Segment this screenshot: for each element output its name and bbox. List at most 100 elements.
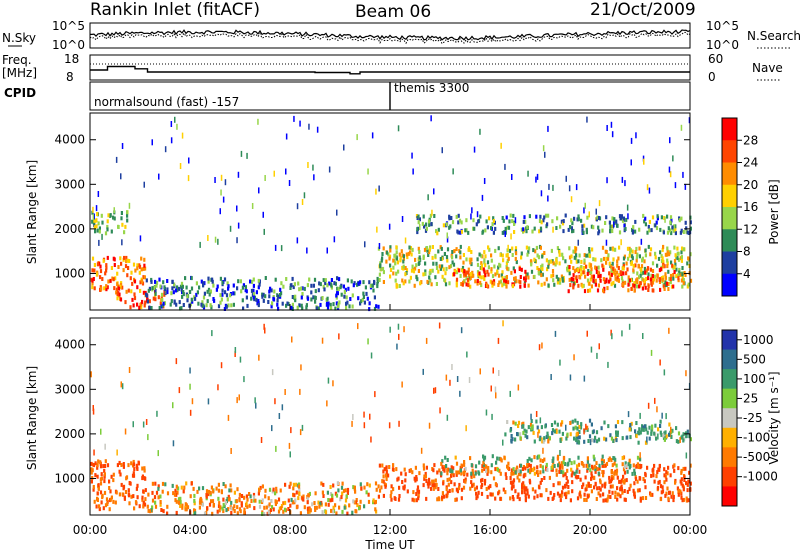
power-scatter-cell (313, 174, 315, 181)
velocity-cell (518, 497, 521, 502)
power-cell (141, 279, 144, 284)
power-cell (319, 302, 322, 307)
velocity-cell (446, 477, 449, 482)
power-scatter-cell (143, 181, 145, 188)
velocity-cell (114, 500, 117, 505)
velocity-cell (571, 419, 574, 424)
power-cell (634, 263, 637, 268)
velocity-cell (447, 482, 450, 487)
velocity-scatter-cell (93, 449, 95, 456)
velocity-scatter-cell (132, 421, 134, 428)
power-cell (506, 259, 509, 263)
velocity-cell (264, 494, 267, 499)
power-ytick-label: 1000 (54, 266, 85, 280)
power-cell (502, 218, 505, 223)
velocity-cell (517, 424, 520, 428)
power-cell (520, 267, 523, 272)
velocity-cell (415, 475, 418, 479)
power-cell (465, 282, 468, 287)
velocity-cell (166, 491, 170, 496)
velocity-cell (504, 432, 507, 437)
velocity-scatter-cell (438, 322, 441, 329)
velocity-cell (143, 468, 146, 473)
power-cell (282, 284, 285, 289)
velocity-cell (615, 468, 619, 473)
velocity-cell (601, 463, 604, 468)
velocity-cell (217, 496, 220, 501)
power-cell (502, 258, 505, 263)
velocity-cell (612, 456, 615, 460)
power-cell (484, 228, 487, 233)
power-colorbar-band (722, 162, 737, 186)
velocity-scatter-cell (116, 449, 118, 456)
power-cell (322, 278, 325, 283)
velocity-cell (435, 482, 438, 487)
power-cell (257, 278, 260, 283)
velocity-scatter-cell (370, 436, 372, 443)
time-tick-label: 04:00 (173, 523, 208, 537)
velocity-cell (531, 424, 534, 429)
power-scatter-cell (128, 202, 131, 209)
velocity-scatter-cell (679, 437, 681, 443)
velocity-cell (548, 436, 551, 441)
velocity-cell (441, 459, 444, 464)
velocity-cell (523, 473, 526, 478)
velocity-cell (470, 480, 473, 485)
power-cell (347, 286, 350, 291)
velocity-cell (676, 486, 679, 491)
power-cell (418, 250, 421, 254)
power-cell (171, 279, 174, 284)
power-cell (467, 270, 470, 275)
power-cell (202, 281, 205, 286)
velocity-cell (243, 510, 246, 515)
velocity-cell (157, 484, 160, 489)
power-cell (666, 214, 669, 219)
power-cell (631, 249, 634, 254)
power-cell (395, 256, 399, 261)
velocity-cell (576, 432, 579, 436)
velocity-cell (471, 468, 474, 473)
power-cell (185, 285, 188, 290)
power-cell (588, 250, 591, 255)
velocity-cell (633, 494, 636, 499)
velocity-cell (628, 487, 631, 492)
velocity-cell (183, 485, 186, 490)
power-cell (445, 266, 448, 271)
velocity-cell (523, 486, 526, 491)
velocity-cell (425, 465, 428, 470)
velocity-cell (288, 484, 291, 489)
velocity-cell (553, 420, 557, 425)
power-cell (588, 247, 591, 251)
power-scatter-cell (217, 238, 219, 245)
velocity-cell (536, 425, 539, 430)
power-cell (300, 295, 303, 300)
power-cell (428, 247, 431, 252)
power-cell (475, 222, 478, 227)
power-cell (413, 283, 416, 288)
power-cell (617, 273, 621, 278)
velocity-cell (633, 471, 636, 476)
velocity-cell (137, 461, 140, 466)
velocity-scatter-cell (485, 409, 488, 416)
velocity-scatter-cell (502, 320, 504, 327)
velocity-cell (553, 493, 556, 497)
velocity-cell (414, 478, 417, 483)
power-cell (101, 277, 104, 281)
power-cell (113, 286, 116, 291)
velocity-cell (277, 497, 281, 502)
velocity-cell (622, 455, 626, 460)
power-cell (179, 284, 183, 289)
power-cell (418, 255, 421, 260)
power-cell (314, 289, 317, 294)
power-cell (518, 267, 521, 271)
power-cell (392, 271, 395, 276)
power-cell (412, 269, 416, 274)
velocity-scatter-cell (172, 440, 175, 447)
velocity-cell (284, 482, 287, 487)
velocity-cell (536, 465, 539, 470)
power-cell (402, 259, 405, 264)
velocity-scatter-cell (321, 337, 324, 344)
power-cell (567, 289, 570, 294)
power-cell (305, 305, 308, 310)
velocity-cell (538, 454, 541, 459)
